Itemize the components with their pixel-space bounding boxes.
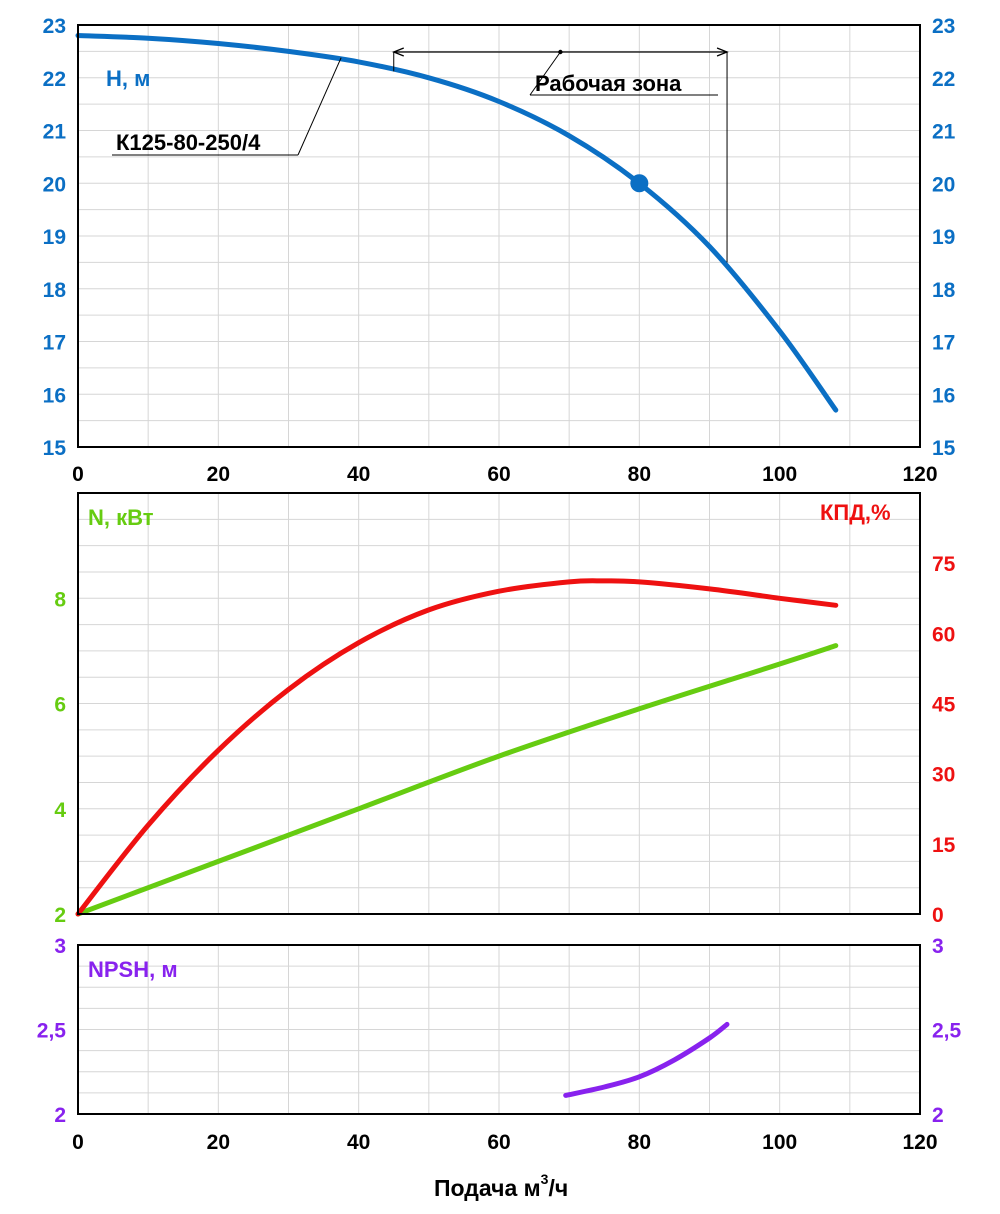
head-y-tick-left: 21 <box>43 121 67 144</box>
efficiency-axis-label: КПД,% <box>820 500 891 525</box>
head-y-tick-right: 22 <box>932 68 955 91</box>
head-panel-frame <box>77 24 921 448</box>
head-y-tick-right: 19 <box>932 226 955 249</box>
head-y-tick-right: 23 <box>932 15 955 38</box>
head-x-tick: 40 <box>347 463 370 486</box>
npsh-x-tick: 120 <box>902 1131 937 1154</box>
npsh-x-tick: 40 <box>347 1131 370 1154</box>
power-y-tick-left: 4 <box>54 799 66 822</box>
head-x-tick: 80 <box>628 463 651 486</box>
head-y-tick-right: 15 <box>932 437 956 460</box>
duty-point-marker <box>630 174 649 193</box>
efficiency-y-tick-right: 15 <box>932 834 956 857</box>
x-axis-title-sup: 3 <box>541 1171 549 1187</box>
npsh-x-tick: 80 <box>628 1131 651 1154</box>
head-axis-label: H, м <box>106 66 150 91</box>
power-panel-frame <box>77 492 921 915</box>
head-x-tick: 20 <box>207 463 230 486</box>
head-x-tick: 0 <box>72 463 84 486</box>
npsh-y-tick-left: 3 <box>54 935 66 958</box>
head-y-tick-right: 17 <box>932 332 955 355</box>
efficiency-y-tick-right: 45 <box>932 694 956 717</box>
frame-layer <box>77 24 921 1115</box>
annotation-layer <box>112 47 729 263</box>
head-y-tick-right: 21 <box>932 121 956 144</box>
efficiency-y-tick-right: 75 <box>932 553 956 576</box>
efficiency-curve <box>75 578 839 917</box>
npsh-x-tick: 0 <box>72 1131 84 1154</box>
head-x-tick: 100 <box>762 463 797 486</box>
curve-layer <box>75 33 839 1098</box>
npsh-y-tick-left: 2,5 <box>37 1020 67 1043</box>
power-y-tick-left: 8 <box>54 588 66 611</box>
head-y-tick-left: 23 <box>43 15 66 38</box>
head-x-tick: 60 <box>487 463 510 486</box>
npsh-y-tick-left: 2 <box>54 1104 66 1127</box>
efficiency-y-tick-right: 60 <box>932 623 955 646</box>
head-y-tick-right: 20 <box>932 173 955 196</box>
x-axis-title-main: Подача м <box>434 1175 541 1201</box>
pump-model-label: К125-80-250/4 <box>116 130 261 155</box>
npsh-y-tick-right: 2 <box>932 1104 944 1127</box>
head-curve <box>75 33 839 413</box>
npsh-x-tick: 20 <box>207 1131 230 1154</box>
head-y-tick-left: 18 <box>43 279 67 302</box>
npsh-x-tick: 60 <box>487 1131 510 1154</box>
power-axis-label: N, кВт <box>88 505 154 530</box>
power-curve <box>75 643 839 917</box>
npsh-curve <box>563 1021 730 1098</box>
head-y-tick-left: 16 <box>43 384 66 407</box>
efficiency-y-tick-right: 0 <box>932 904 944 927</box>
x-axis-title: Подача м3/ч <box>434 1171 568 1201</box>
head-y-tick-left: 22 <box>43 68 66 91</box>
working-zone-label: Рабочая зона <box>535 71 682 96</box>
power-y-tick-left: 6 <box>54 694 66 717</box>
npsh-x-tick: 100 <box>762 1131 797 1154</box>
npsh-axis-label: NPSH, м <box>88 957 178 982</box>
npsh-panel-frame <box>77 944 921 1115</box>
head-y-tick-right: 16 <box>932 384 955 407</box>
working-zone-label-leader <box>529 51 561 96</box>
pump-model-leader <box>297 57 342 156</box>
efficiency-y-tick-right: 30 <box>932 764 955 787</box>
npsh-y-tick-right: 3 <box>932 935 944 958</box>
head-y-tick-right: 18 <box>932 279 956 302</box>
head-y-tick-left: 17 <box>43 332 66 355</box>
head-y-tick-left: 15 <box>43 437 67 460</box>
grid-layer <box>77 24 921 1115</box>
x-axis-title-unit: /ч <box>548 1175 568 1201</box>
head-y-tick-left: 19 <box>43 226 66 249</box>
power-y-tick-left: 2 <box>54 904 66 927</box>
head-x-tick: 120 <box>902 463 937 486</box>
npsh-y-tick-right: 2,5 <box>932 1020 962 1043</box>
head-y-tick-left: 20 <box>43 173 66 196</box>
